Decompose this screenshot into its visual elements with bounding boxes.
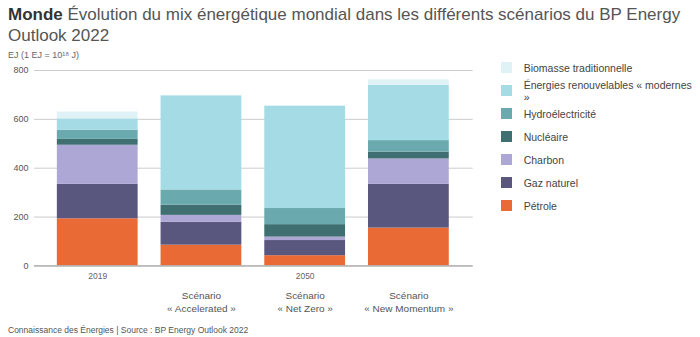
- svg-text:200: 200: [13, 212, 28, 222]
- html-text:Connaissance des Énergies | So: Connaissance des Énergies | Source : BP …: [8, 325, 249, 336]
- svg-text:Scénario« Accelerated »: Scénario« Accelerated »: [167, 290, 236, 314]
- html-text:Gaz naturel: Gaz naturel: [523, 176, 578, 189]
- svg-text:Scénario« Net Zero »: Scénario« Net Zero »: [277, 290, 333, 314]
- svg-text:2019: 2019: [88, 271, 107, 281]
- html-text:Énergies renouvelables « moder: Énergies renouvelables « modernes »: [523, 78, 692, 103]
- svg-text:2050: 2050: [296, 271, 315, 281]
- svg-text:800: 800: [13, 65, 28, 75]
- html-text:EJ (1 EJ = 10¹⁸ J): EJ (1 EJ = 10¹⁸ J): [8, 50, 80, 60]
- html-text:Nucléaire: Nucléaire: [523, 130, 568, 143]
- html-text:Pétrole: Pétrole: [523, 199, 557, 212]
- svg-text:600: 600: [13, 114, 28, 124]
- svg-text:0: 0: [23, 261, 28, 271]
- svg-text:Scénario« New Momentum »: Scénario« New Momentum »: [364, 290, 454, 314]
- html-text:Charbon: Charbon: [523, 153, 564, 166]
- svg-text:400: 400: [13, 163, 28, 173]
- html-text:Monde Évolution du mix énergét: Monde Évolution du mix énergétique mondi…: [8, 5, 681, 45]
- html-text:Biomasse traditionnelle: Biomasse traditionnelle: [523, 61, 633, 74]
- html-text:Hydroélectricité: Hydroélectricité: [523, 107, 596, 120]
